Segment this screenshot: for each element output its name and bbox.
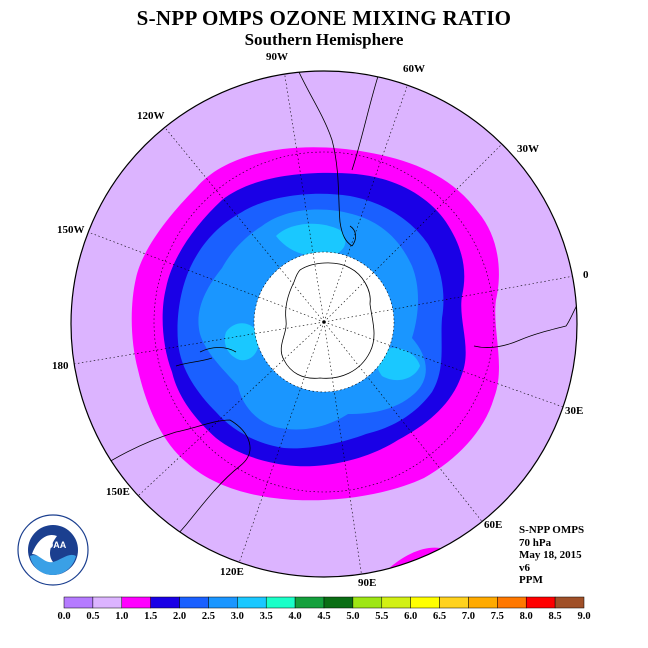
lon-label-30e: 30E bbox=[565, 405, 583, 417]
lon-label-60w: 60W bbox=[403, 63, 425, 75]
info-date: May 18, 2015 bbox=[519, 549, 582, 562]
africa-coastline bbox=[473, 285, 577, 348]
colorbar-tick-label: 7.5 bbox=[491, 611, 504, 622]
info-instrument: S-NPP OMPS bbox=[519, 524, 585, 536]
lon-label-60e: 60E bbox=[484, 519, 502, 531]
info-block: S-NPP OMPS 70 hPa May 18, 2015 v6 PPM bbox=[519, 524, 584, 587]
colorbar-tick-label: 9.0 bbox=[577, 611, 590, 622]
graticule bbox=[73, 71, 575, 577]
lon-label-120e: 120E bbox=[220, 566, 244, 578]
lon-label-150w: 150W bbox=[57, 224, 85, 236]
new-zealand-coastline bbox=[175, 347, 237, 367]
colorbar-swatch-12 bbox=[410, 596, 440, 609]
colorbar-swatch-3 bbox=[150, 596, 180, 609]
colorbar-swatch-7 bbox=[265, 596, 296, 609]
colorbar-swatch-11 bbox=[381, 596, 411, 609]
colorbar-swatch-16 bbox=[525, 596, 556, 609]
lon-label-30w: 30W bbox=[517, 143, 539, 155]
colorbar-tick-label: 4.0 bbox=[289, 611, 302, 622]
colorbar-swatch-13 bbox=[439, 596, 469, 609]
colorbar-swatch-14 bbox=[468, 596, 498, 609]
colorbar-swatch-10 bbox=[352, 596, 383, 609]
colorbar-tick-label: 2.0 bbox=[173, 611, 186, 622]
colorbar-tick-label: 5.5 bbox=[375, 611, 388, 622]
colorbar-tick-label: 6.0 bbox=[404, 611, 417, 622]
colorbar-tick-label: 1.0 bbox=[115, 611, 128, 622]
south-america-coastline bbox=[297, 71, 381, 247]
info-units: PPM bbox=[519, 574, 543, 587]
map-boundary bbox=[70, 70, 578, 578]
colorbar-swatch-4 bbox=[179, 596, 209, 609]
colorbar-tick-label: 1.5 bbox=[144, 611, 157, 622]
colorbar-tick-label: 0.0 bbox=[57, 611, 70, 622]
antarctica-coastline bbox=[280, 262, 375, 379]
ozone-band-3.0-3.5 bbox=[276, 223, 346, 257]
south-pole-marker bbox=[322, 320, 326, 324]
colorbar-tick-label: 4.5 bbox=[317, 611, 330, 622]
colorbar-swatch-8 bbox=[294, 596, 325, 609]
noaa-logo: NOAA bbox=[17, 514, 89, 586]
lon-label-90e: 90E bbox=[358, 577, 376, 589]
info-version: v6 bbox=[519, 561, 530, 574]
colorbar-tick-label: 6.5 bbox=[433, 611, 446, 622]
colorbar-tick-label: 2.5 bbox=[202, 611, 215, 622]
colorbar-tick-label: 8.0 bbox=[520, 611, 533, 622]
colorbar-tick-label: 8.5 bbox=[549, 611, 562, 622]
colorbar-swatch-5 bbox=[208, 596, 238, 609]
colorbar-tick-label: 3.5 bbox=[260, 611, 273, 622]
lon-label-0: 0 bbox=[583, 269, 589, 281]
colorbar-swatch-9 bbox=[323, 596, 354, 609]
lon-label-150e: 150E bbox=[106, 486, 130, 498]
map-subtitle: Southern Hemisphere bbox=[244, 30, 404, 49]
colorbar-swatch-17 bbox=[554, 596, 585, 609]
colorbar-swatch-2 bbox=[121, 596, 151, 609]
lon-label-90w: 90W bbox=[266, 51, 288, 63]
colorbar-tick-label: 0.5 bbox=[86, 611, 99, 622]
colorbar-tick-label: 5.0 bbox=[346, 611, 359, 622]
logo-text: NOAA bbox=[40, 540, 67, 550]
lon-label-120w: 120W bbox=[137, 110, 165, 122]
colorbar-tick-label: 3.0 bbox=[231, 611, 244, 622]
colorbar-swatch-0 bbox=[63, 596, 94, 609]
ozone-band-3.0-3.5-c bbox=[376, 347, 420, 381]
colorbar-tick-label: 7.0 bbox=[462, 611, 475, 622]
colorbar-swatch-15 bbox=[497, 596, 527, 609]
colorbar-swatch-6 bbox=[237, 596, 267, 609]
lon-label-180: 180 bbox=[52, 360, 69, 372]
info-level: 70 hPa bbox=[519, 536, 552, 549]
map-title: S-NPP OMPS OZONE MIXING RATIO bbox=[136, 6, 512, 30]
colorbar-swatch-1 bbox=[92, 596, 123, 609]
